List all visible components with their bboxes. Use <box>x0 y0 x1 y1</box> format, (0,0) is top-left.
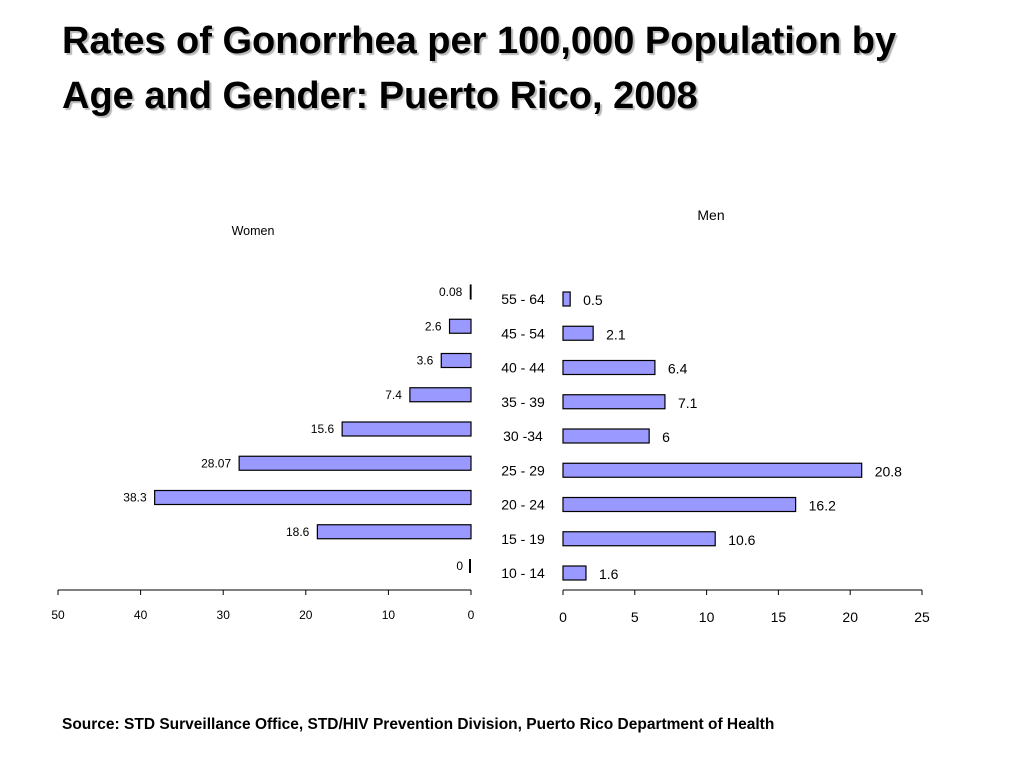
age-group-label: 30 -34 <box>503 428 543 444</box>
women-data-label: 0.08 <box>439 285 463 299</box>
women-bar <box>409 387 472 403</box>
age-group-label: 40 - 44 <box>501 360 545 376</box>
men-data-label: 7.1 <box>678 395 698 411</box>
women-data-label: 38.3 <box>123 491 147 505</box>
women-bar <box>238 455 472 471</box>
age-group-label: 45 - 54 <box>501 325 545 341</box>
women-panel-title: Women <box>232 224 275 238</box>
men-data-label: 2.1 <box>606 326 626 342</box>
men-x-tick-label: 0 <box>559 609 567 625</box>
men-data-label: 0.5 <box>583 292 603 308</box>
age-group-label: 20 - 24 <box>501 497 545 513</box>
women-data-label: 0 <box>456 559 463 573</box>
men-panel: 1.6 10.6 16.2 20.8 6 7.1 6.4 2.1 0.5 0 5 10 15 20 25 <box>559 291 930 625</box>
age-group-label: 15 - 19 <box>501 531 545 547</box>
men-bar <box>562 496 797 513</box>
men-x-tick-label: 10 <box>699 609 715 625</box>
age-group-label: 35 - 39 <box>501 394 545 410</box>
women-bar <box>154 489 472 506</box>
men-panel-title: Men <box>697 207 724 223</box>
slide-title: Rates of Gonorrhea per 100,000 Populatio… <box>62 20 897 117</box>
men-data-label: 6.4 <box>668 361 688 377</box>
age-group-label: 10 - 14 <box>501 565 545 581</box>
women-x-tick-label: 50 <box>51 608 65 622</box>
women-bar <box>341 421 472 437</box>
men-bar <box>562 394 666 410</box>
women-bar <box>448 318 472 334</box>
men-x-tick-label: 15 <box>771 609 787 625</box>
men-data-label: 1.6 <box>599 566 619 582</box>
men-bar <box>562 325 594 341</box>
age-group-labels: 10 - 14 15 - 19 20 - 24 25 - 29 30 -34 35 - 3… <box>501 291 545 581</box>
women-bar <box>316 524 472 540</box>
men-data-label: 10.6 <box>728 532 755 548</box>
women-data-label: 3.6 <box>417 354 434 368</box>
women-bar <box>440 352 472 369</box>
men-bar <box>562 531 716 547</box>
men-bar <box>562 462 863 478</box>
men-x-tick-label: 20 <box>842 609 858 625</box>
men-bar <box>562 428 650 444</box>
women-x-tick-label: 20 <box>299 608 313 622</box>
women-bar <box>469 284 472 300</box>
women-x-tick-label: 0 <box>468 608 475 622</box>
men-bar <box>562 359 656 376</box>
men-data-label: 6 <box>662 429 670 445</box>
men-data-label: 20.8 <box>875 463 902 479</box>
age-group-label: 25 - 29 <box>501 462 545 478</box>
source-note: Source: STD Surveillance Office, STD/HIV… <box>62 716 775 733</box>
men-bar <box>562 565 587 581</box>
women-data-label: 18.6 <box>286 525 310 539</box>
women-data-label: 2.6 <box>425 319 442 333</box>
women-data-label: 28.07 <box>201 456 231 470</box>
men-data-label: 16.2 <box>809 498 836 514</box>
women-x-tick-label: 40 <box>134 608 148 622</box>
age-group-label: 55 - 64 <box>501 291 545 307</box>
women-x-tick-label: 30 <box>217 608 231 622</box>
women-panel: 0 18.6 38.3 28.07 15.6 7.4 3.6 2.6 0.08 50 40 30 20 1… <box>51 284 475 622</box>
men-bar <box>562 291 571 307</box>
women-x-tick-label: 10 <box>382 608 396 622</box>
men-x-tick-label: 5 <box>631 609 639 625</box>
men-x-tick-label: 25 <box>914 609 930 625</box>
women-data-label: 7.4 <box>385 388 402 402</box>
women-data-label: 15.6 <box>311 422 335 436</box>
